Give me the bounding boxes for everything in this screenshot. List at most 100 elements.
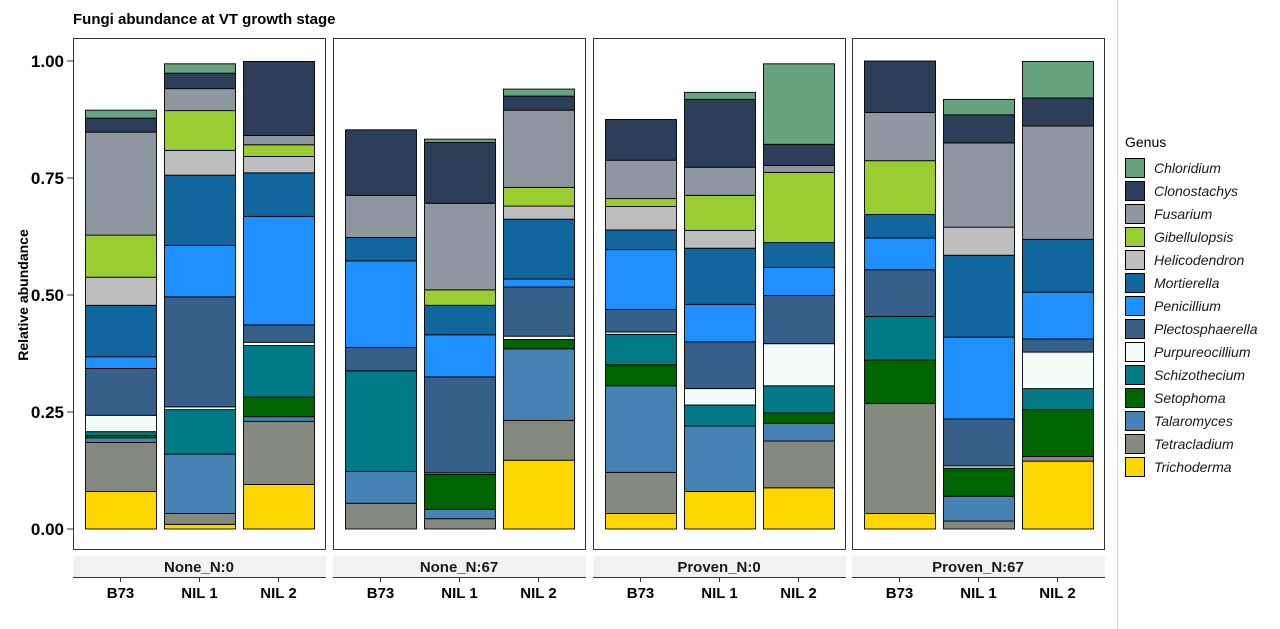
- bar-segment-mortierella: [424, 304, 496, 336]
- bar-segment-plectosphaerella: [763, 295, 835, 345]
- bar-segment-gibellulopsis: [605, 198, 677, 207]
- legend-swatch: [1125, 341, 1145, 362]
- bar-segment-penicillium: [864, 237, 936, 271]
- x-tick-label: NIL 2: [260, 585, 296, 602]
- bar-segment-purpureocillium: [684, 388, 756, 406]
- legend-label: Tetracladium: [1154, 435, 1234, 452]
- bar-segment-purpureocillium: [763, 343, 835, 387]
- bar-segment-penicillium: [943, 336, 1015, 420]
- bar-segment-plectosphaerella: [1022, 338, 1094, 353]
- legend-label: Schizothecium: [1154, 366, 1246, 383]
- bar-segment-chloridium: [164, 63, 236, 74]
- bar-segment-trichoderma: [503, 459, 575, 530]
- legend-item: Talaromyces: [1125, 409, 1258, 432]
- bar-segment-clonostachys: [864, 60, 936, 113]
- x-tick-label: NIL 1: [441, 585, 477, 602]
- bar-segment-talaromyces: [85, 437, 157, 443]
- legend-item: Purpureocillium: [1125, 340, 1258, 363]
- bar-segment-fusarium: [243, 134, 315, 146]
- legend-label: Talaromyces: [1154, 412, 1233, 429]
- bar-segment-purpureocillium: [243, 341, 315, 346]
- bar-segment-schizothecium: [684, 404, 756, 427]
- legend: Genus Chloridium Clonostachys Fusarium Gibe…: [1125, 134, 1258, 478]
- legend-swatch: [1125, 364, 1145, 385]
- bar-segment-penicillium: [424, 334, 496, 378]
- bar-segment-purpureocillium: [85, 414, 157, 433]
- chart-svg: 0.00 0.25 0.50 0.75 1.00 None_N:0 B73 NIL 1 NIL …: [31, 38, 1105, 602]
- bar-segment-setophoma: [243, 396, 315, 418]
- legend-label: Setophoma: [1154, 389, 1226, 406]
- bar-segment-talaromyces: [684, 425, 756, 493]
- bar-segment-setophoma: [943, 467, 1015, 497]
- bar-segment-plectosphaerella: [85, 368, 157, 416]
- bar-segment-clonostachys: [345, 129, 417, 196]
- legend-label: Plectosphaerella: [1154, 320, 1258, 337]
- bar-segment-fusarium: [864, 112, 936, 162]
- legend-title: Genus: [1125, 134, 1167, 150]
- bar-segment-chloridium: [943, 98, 1015, 116]
- bar-segment-trichoderma: [164, 523, 236, 530]
- bar-segment-tetracladium: [864, 403, 936, 515]
- bar-segment-schizothecium: [164, 409, 236, 455]
- bar-segment-fusarium: [1022, 125, 1094, 240]
- bar-segment-mortierella: [943, 254, 1015, 338]
- bar-segment-tetracladium: [605, 471, 677, 515]
- bar-segment-trichoderma: [605, 513, 677, 530]
- facet-strip-label: Proven_N:67: [932, 559, 1024, 576]
- x-tick-label: NIL 1: [701, 585, 737, 602]
- legend-item: Gibellulopsis: [1125, 225, 1258, 248]
- bar-segment-clonostachys: [605, 119, 677, 161]
- bar-segment-penicillium: [1022, 291, 1094, 340]
- bar-segment-schizothecium: [1022, 388, 1094, 411]
- bar-segment-penicillium: [684, 303, 756, 343]
- bar-segment-talaromyces: [943, 495, 1015, 522]
- bar-segment-penicillium: [243, 215, 315, 326]
- bar-segment-talaromyces: [345, 470, 417, 504]
- bar-segment-clonostachys: [684, 98, 756, 168]
- bar-segment-plectosphaerella: [243, 324, 315, 343]
- legend-label: Trichoderma: [1154, 458, 1232, 475]
- bar-segment-plectosphaerella: [164, 296, 236, 408]
- bar-segment-setophoma: [424, 473, 496, 510]
- bar-segment-plectosphaerella: [424, 376, 496, 474]
- bar-segment-helicodendron: [684, 229, 756, 249]
- bar-segment-clonostachys: [503, 95, 575, 111]
- bar-segment-fusarium: [763, 164, 835, 173]
- bar-segment-helicodendron: [85, 276, 157, 306]
- bar-segment-mortierella: [243, 172, 315, 217]
- bar-segment-gibellulopsis: [503, 186, 575, 207]
- bar-segment-fusarium: [943, 142, 1015, 228]
- bar-segment-tetracladium: [424, 518, 496, 530]
- bar-segment-trichoderma: [864, 513, 936, 530]
- legend-swatch: [1125, 456, 1145, 477]
- bar-segment-gibellulopsis: [85, 234, 157, 278]
- y-tick-label: 0.75: [31, 169, 64, 188]
- bar-segment-fusarium: [605, 159, 677, 200]
- bar-segment-clonostachys: [943, 114, 1015, 144]
- y-tick-label: 1.00: [31, 52, 64, 71]
- facet-strip-label: Proven_N:0: [677, 559, 760, 576]
- bar-segment-chloridium: [684, 91, 756, 100]
- bar-segment-talaromyces: [605, 385, 677, 473]
- bar-segment-chloridium: [1022, 61, 1094, 99]
- legend-label: Mortierella: [1154, 274, 1220, 291]
- bar-segment-mortierella: [864, 214, 936, 239]
- legend-item: Fusarium: [1125, 202, 1258, 225]
- bar-segment-chloridium: [85, 109, 157, 119]
- bar-segment-penicillium: [503, 278, 575, 288]
- bar-segment-schizothecium: [763, 385, 835, 414]
- legend-items: Chloridium Clonostachys Fusarium Gibellulop…: [1125, 156, 1258, 478]
- bar-segment-trichoderma: [1022, 460, 1094, 530]
- bar-segment-tetracladium: [164, 513, 236, 525]
- x-tick-label: NIL 2: [780, 585, 816, 602]
- bar-segment-mortierella: [85, 304, 157, 358]
- bar-segment-tetracladium: [345, 502, 417, 530]
- bar-segment-trichoderma: [85, 491, 157, 530]
- bar-segment-tetracladium: [85, 441, 157, 493]
- bar-segment-trichoderma: [684, 491, 756, 530]
- bar-segment-setophoma: [503, 339, 575, 350]
- bar-segment-penicillium: [605, 249, 677, 310]
- bar-segment-plectosphaerella: [943, 418, 1015, 467]
- bar-segment-fusarium: [684, 166, 756, 196]
- bar-segment-helicodendron: [503, 205, 575, 220]
